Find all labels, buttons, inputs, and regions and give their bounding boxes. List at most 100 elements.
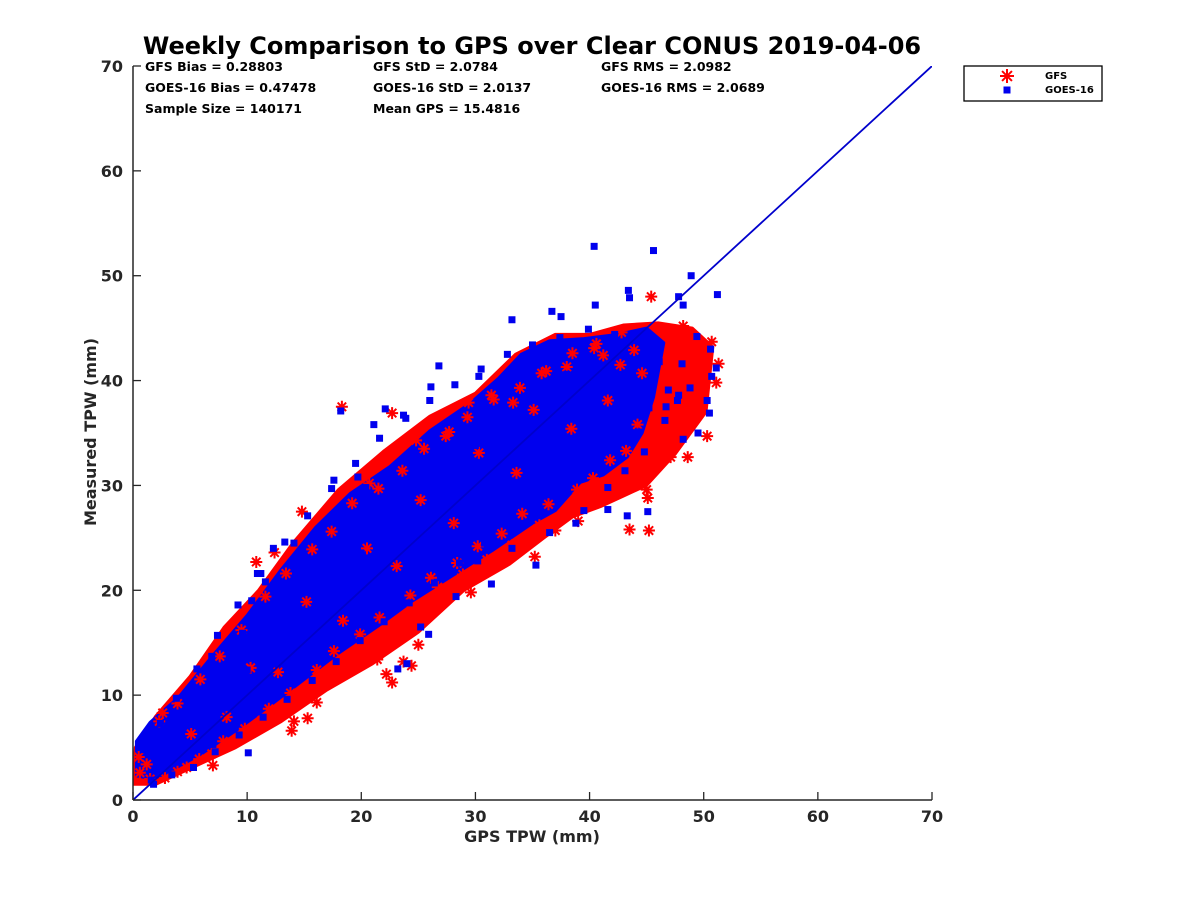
point-gfs-96: [590, 337, 603, 350]
point-goes16-131: [608, 349, 616, 357]
point-goes16-40: [248, 597, 256, 605]
point-goes16-47: [362, 484, 370, 492]
point-goes16-63: [640, 448, 648, 456]
x-tick-label-3: 30: [464, 807, 486, 826]
point-gfs-15: [641, 492, 654, 505]
point-gfs-54: [654, 407, 667, 420]
point-goes16-85: [172, 694, 180, 702]
point-gfs-49: [615, 326, 628, 339]
stat-gfs-rms: GFS RMS = 2.0982: [601, 59, 732, 74]
x-tick-label-7: 70: [921, 807, 943, 826]
point-gfs-99: [657, 380, 670, 393]
x-tick-label-1: 10: [236, 807, 258, 826]
point-gfs-107: [556, 509, 569, 522]
point-gfs-88: [396, 464, 409, 477]
point-gfs-12: [681, 451, 694, 464]
point-goes16-18: [370, 421, 378, 429]
point-goes16-15: [337, 407, 345, 415]
point-goes16-22: [675, 391, 683, 399]
point-goes16-143: [272, 687, 280, 695]
point-goes16-80: [281, 538, 289, 546]
point-gfs-93: [513, 381, 526, 394]
point-gfs-100: [687, 393, 700, 406]
point-gfs-10: [712, 357, 725, 370]
point-gfs-138: [220, 711, 233, 724]
point-goes16-71: [503, 350, 511, 358]
point-gfs-50: [628, 344, 641, 357]
point-gfs-48: [597, 349, 610, 362]
point-goes16-54: [403, 660, 411, 668]
stat-goes-bias: GOES-16 Bias = 0.47478: [145, 80, 316, 95]
point-goes16-101: [455, 559, 463, 567]
point-gfs-129: [300, 595, 313, 608]
point-goes16-113: [197, 714, 205, 722]
point-gfs-31: [287, 715, 300, 728]
point-goes16-96: [332, 658, 340, 666]
point-goes16-50: [135, 741, 143, 749]
point-gfs-27: [405, 659, 418, 672]
point-goes16-107: [602, 443, 610, 451]
point-goes16-35: [532, 561, 540, 569]
point-gfs-102: [668, 423, 681, 436]
point-goes16-126: [494, 423, 502, 431]
point-gfs-124: [140, 758, 153, 771]
point-gfs-19: [588, 496, 601, 509]
point-gfs-136: [337, 614, 350, 627]
point-gfs-86: [346, 497, 359, 510]
point-gfs-53: [673, 379, 686, 392]
point-gfs-137: [271, 666, 284, 679]
point-gfs-43: [485, 389, 498, 402]
chart-title: Weekly Comparison to GPS over Clear CONU…: [143, 32, 921, 60]
point-gfs-122: [180, 761, 193, 774]
point-goes16-127: [517, 404, 525, 412]
point-goes16-112: [693, 333, 701, 341]
point-goes16-61: [604, 484, 612, 492]
stat-gfs-std: GFS StD = 2.0784: [373, 59, 498, 74]
x-tick-label-6: 60: [807, 807, 829, 826]
point-goes16-76: [376, 434, 384, 442]
point-goes16-123: [426, 484, 434, 492]
point-goes16-109: [645, 404, 653, 412]
point-goes16-34: [580, 507, 588, 515]
point-goes16-12: [435, 362, 443, 370]
legend-label-gfs: GFS: [1045, 71, 1067, 82]
point-gfs-111: [456, 568, 469, 581]
point-goes16-135: [357, 588, 365, 596]
point-goes16-106: [580, 462, 588, 470]
point-gfs-62: [495, 527, 508, 540]
point-goes16-142: [209, 740, 217, 748]
point-goes16-93: [259, 713, 267, 721]
point-gfs-51: [662, 360, 675, 373]
legend-marker-gfs: [1000, 69, 1014, 83]
point-goes16-129: [563, 370, 571, 378]
point-goes16-86: [156, 719, 164, 727]
point-goes16-108: [623, 423, 631, 431]
point-gfs-23: [412, 638, 425, 651]
y-tick-label-6: 60: [101, 162, 123, 181]
point-goes16-114: [220, 689, 228, 697]
point-goes16-139: [586, 382, 594, 390]
point-goes16-91: [211, 748, 219, 756]
point-gfs-9: [710, 376, 723, 389]
point-goes16-31: [644, 508, 652, 516]
point-gfs-131: [185, 727, 198, 740]
point-goes16-70: [529, 341, 536, 349]
point-goes16-99: [405, 599, 413, 607]
point-goes16-65: [655, 358, 663, 366]
point-gfs-90: [439, 430, 452, 443]
point-gfs-5: [645, 290, 658, 303]
y-tick-label-0: 0: [112, 791, 123, 810]
point-goes16-1: [649, 247, 657, 255]
point-gfs-36: [206, 759, 219, 772]
point-goes16-134: [300, 642, 308, 650]
point-goes16-25: [679, 435, 687, 443]
point-gfs-72: [262, 702, 275, 715]
point-goes16-44: [290, 539, 298, 547]
point-gfs-112: [431, 581, 444, 594]
point-gfs-104: [632, 460, 645, 473]
point-gfs-85: [325, 525, 338, 538]
point-gfs-33: [285, 724, 298, 737]
stat-sample-size: Sample Size = 140171: [145, 101, 302, 116]
point-gfs-16: [623, 523, 636, 536]
point-gfs-3: [295, 505, 308, 518]
